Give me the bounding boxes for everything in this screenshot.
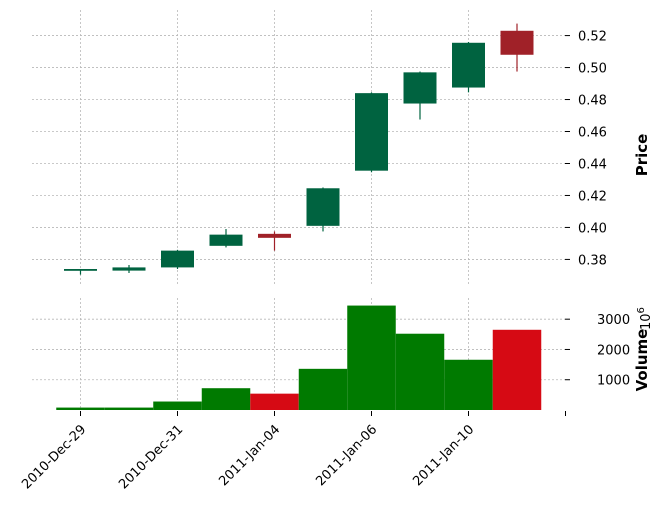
- candle-body: [306, 188, 340, 226]
- candle: [306, 187, 340, 232]
- volume-bar: [153, 401, 202, 410]
- volume-multiplier-base: 10: [639, 313, 654, 330]
- price-candles: [64, 23, 534, 275]
- volume-multiplier-label: 106: [636, 307, 654, 330]
- price-tick-label: 0.42: [578, 189, 607, 204]
- candle: [258, 231, 291, 251]
- price-tick-label: 0.38: [578, 253, 607, 268]
- volume-bar: [201, 388, 251, 410]
- volume-tick-label: 1000: [597, 374, 630, 389]
- x-tick-label: 2010-Dec-31: [116, 422, 186, 492]
- price-axis-label: Price: [633, 134, 651, 177]
- volume-bar: [56, 407, 105, 410]
- volume-bar: [347, 305, 396, 410]
- candle-body: [258, 233, 291, 238]
- price-tick-label: 0.44: [578, 157, 607, 172]
- volume-y-axis: 1000 2000 3000: [565, 313, 630, 389]
- x-axis: 2010-Dec-29 2010-Dec-31 2011-Jan-04 2011-Ja…: [19, 411, 566, 492]
- price-tick-label: 0.52: [578, 30, 607, 45]
- volume-tick-label: 2000: [597, 343, 630, 358]
- candle: [64, 269, 97, 275]
- candle: [209, 229, 243, 248]
- price-tick-label: 0.46: [578, 126, 607, 141]
- candle-body: [355, 93, 388, 171]
- candle: [452, 41, 485, 93]
- volume-multiplier-exponent: 6: [636, 307, 647, 313]
- price-grid: [32, 10, 565, 285]
- x-tick-label: 2011-Jan-06: [313, 422, 380, 489]
- x-tick-label: 2011-Jan-04: [216, 422, 283, 489]
- x-tick-label: 2011-Jan-10: [410, 422, 477, 489]
- candle-body: [500, 30, 534, 55]
- candle: [500, 23, 534, 72]
- volume-tick-label: 3000: [597, 313, 630, 328]
- x-tick-label: 2010-Dec-29: [19, 422, 89, 492]
- volume-bar: [492, 329, 542, 410]
- price-y-axis: 0.38 0.40 0.42 0.44 0.46 0.48 0.50 0.52: [565, 30, 607, 268]
- volume-bar: [298, 368, 348, 410]
- candle: [112, 265, 146, 274]
- price-tick-label: 0.48: [578, 94, 607, 109]
- volume-bar: [104, 407, 154, 410]
- volume-bar: [444, 359, 493, 410]
- candle-body: [452, 42, 485, 88]
- candle: [355, 92, 388, 173]
- candle: [161, 249, 194, 270]
- candle-body: [112, 267, 146, 271]
- price-tick-label: 0.40: [578, 221, 607, 236]
- price-tick-label: 0.50: [578, 62, 607, 77]
- candle-body: [209, 234, 243, 246]
- candle-body: [403, 72, 437, 104]
- volume-bar: [250, 393, 299, 410]
- candle: [403, 71, 437, 120]
- candle-body: [64, 269, 97, 271]
- volume-bars: [56, 305, 542, 410]
- volume-axis-label: Volume: [633, 329, 651, 392]
- candle-body: [161, 250, 194, 268]
- volume-bar: [395, 333, 445, 410]
